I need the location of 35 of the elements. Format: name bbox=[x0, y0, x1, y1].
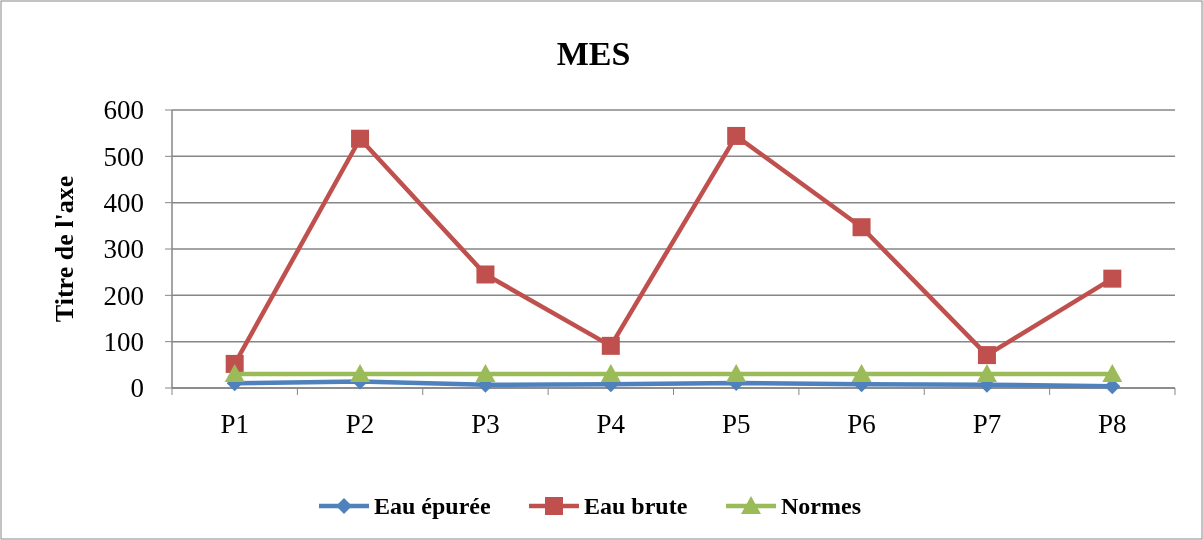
x-tick-label: P4 bbox=[596, 409, 626, 439]
point bbox=[350, 364, 371, 383]
x-tick-label: P3 bbox=[471, 409, 500, 439]
x-tick-label: P2 bbox=[345, 409, 375, 439]
point bbox=[351, 129, 370, 148]
x-tick-label: P7 bbox=[972, 409, 1002, 439]
point bbox=[852, 218, 871, 237]
point bbox=[476, 265, 495, 284]
point bbox=[1102, 364, 1123, 383]
y-tick-label: 100 bbox=[103, 327, 144, 358]
y-tick-label: 600 bbox=[103, 95, 144, 126]
x-tick-label: P8 bbox=[1098, 409, 1127, 439]
y-tick-label: 200 bbox=[103, 280, 144, 311]
x-tick-label: P5 bbox=[721, 409, 751, 439]
y-tick-label: 400 bbox=[103, 188, 144, 219]
point bbox=[224, 364, 245, 383]
y-axis-title: Titre de l'axe bbox=[50, 175, 79, 323]
point bbox=[726, 364, 747, 383]
point bbox=[976, 364, 997, 383]
point bbox=[475, 364, 496, 383]
x-tick-label: P1 bbox=[220, 409, 249, 439]
point bbox=[977, 346, 996, 365]
x-tick-label: P6 bbox=[847, 409, 876, 439]
point bbox=[1103, 269, 1122, 288]
y-tick-label: 500 bbox=[103, 141, 144, 172]
y-tick-label: 0 bbox=[130, 373, 144, 404]
legend-label: Eau épurée bbox=[374, 493, 492, 520]
point bbox=[851, 364, 872, 383]
chart-title: MES bbox=[556, 35, 631, 72]
point bbox=[601, 336, 620, 355]
point bbox=[727, 126, 746, 145]
point bbox=[600, 364, 621, 383]
legend-label: Eau brute bbox=[584, 493, 688, 520]
legend-label: Normes bbox=[781, 493, 861, 520]
y-tick-label: 300 bbox=[103, 234, 144, 265]
